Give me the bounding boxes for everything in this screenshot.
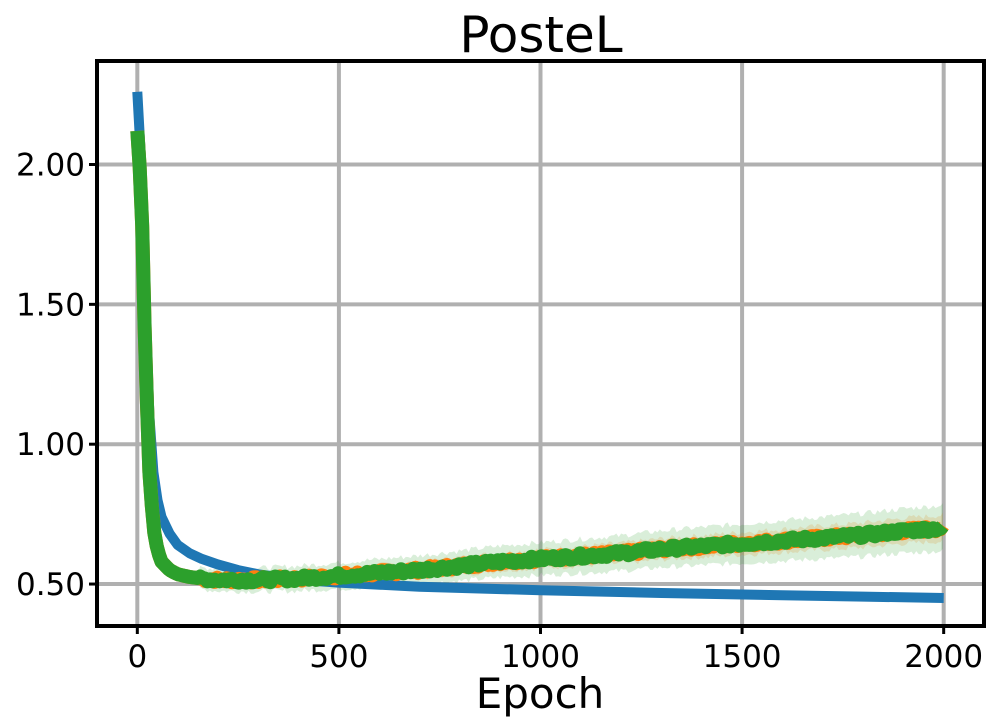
x-tick-label-0: 0 bbox=[127, 639, 147, 675]
x-tick-label-3: 1500 bbox=[703, 639, 782, 675]
x-axis-label: Epoch bbox=[476, 669, 605, 718]
y-tick-label-1: 1.00 bbox=[16, 427, 85, 463]
y-tick-label-2: 1.50 bbox=[16, 287, 85, 323]
axis-ticks: 0 500 1000 1500 2000 0.50 1.00 1.50 2.00 bbox=[16, 147, 983, 675]
chart-title: PosteL bbox=[459, 6, 622, 64]
series-2-line bbox=[130, 130, 949, 590]
series-lines bbox=[130, 91, 949, 603]
x-tick-label-2: 1000 bbox=[501, 639, 580, 675]
series-2-band bbox=[137, 127, 943, 595]
x-tick-label-1: 500 bbox=[309, 639, 368, 675]
x-tick-label-4: 2000 bbox=[904, 639, 983, 675]
y-tick-label-3: 2.00 bbox=[16, 147, 85, 183]
y-tick-label-0: 0.50 bbox=[16, 567, 85, 603]
